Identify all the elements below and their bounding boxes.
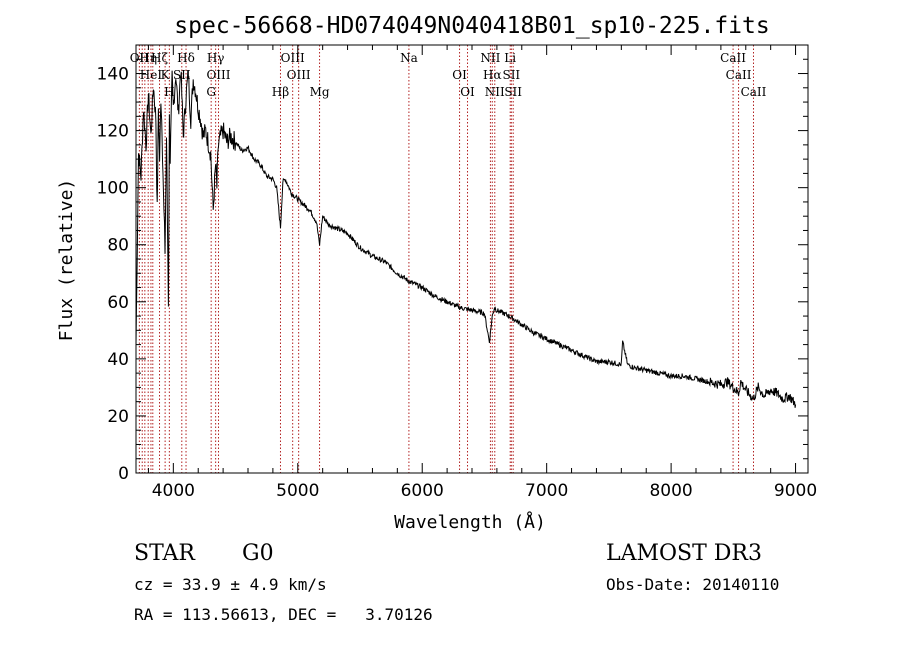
obs-date: Obs-Date: 20140110 bbox=[606, 575, 779, 594]
y-tick-label: 120 bbox=[97, 122, 129, 142]
emission-line-label: NII bbox=[485, 85, 505, 99]
emission-line-label: CaII bbox=[741, 85, 767, 99]
emission-line-label: HeI bbox=[140, 68, 163, 82]
emission-line-label: OIII bbox=[206, 68, 230, 82]
y-tick-label: 40 bbox=[107, 350, 129, 370]
subclass: G0 bbox=[242, 541, 274, 566]
x-tick-label: 4000 bbox=[152, 481, 195, 501]
emission-line-label: Hβ bbox=[272, 85, 289, 99]
emission-line-label: OI bbox=[460, 85, 475, 99]
y-tick-label: 140 bbox=[97, 65, 129, 85]
x-axis-ticks: 4000 5000 6000 7000 8000 9000 bbox=[147, 45, 817, 501]
emission-line-label: OIII bbox=[281, 51, 305, 65]
chart-title: spec-56668-HD074049N040418B01_sp10-225.f… bbox=[174, 13, 769, 39]
y-tick-label: 0 bbox=[118, 464, 129, 484]
x-tick-label: 6000 bbox=[401, 481, 444, 501]
emission-line-label: Hγ bbox=[207, 51, 225, 65]
y-axis-label: Flux (relative) bbox=[56, 179, 77, 342]
emission-line-label: SII bbox=[502, 68, 520, 82]
emission-line-markers bbox=[138, 45, 754, 473]
spectrum-line bbox=[135, 70, 797, 408]
emission-line-label: H bbox=[164, 85, 174, 99]
y-tick-label: 80 bbox=[107, 236, 129, 256]
emission-line-label: Hζ bbox=[151, 51, 168, 65]
emission-line-label: Na bbox=[400, 51, 418, 65]
emission-line-label: K bbox=[161, 68, 171, 82]
emission-line-label: CaII bbox=[720, 51, 746, 65]
emission-line-label: Hα bbox=[483, 68, 502, 82]
emission-line-label: OI bbox=[452, 68, 467, 82]
emission-line-label: SII bbox=[504, 85, 522, 99]
emission-line-label: G bbox=[206, 85, 216, 99]
y-axis-ticks: 0 20 40 60 80 100 120 140 bbox=[97, 58, 808, 484]
emission-line-label: SII bbox=[173, 68, 191, 82]
emission-line-label: OIII bbox=[287, 68, 311, 82]
plot-frame bbox=[135, 44, 809, 474]
y-tick-label: 20 bbox=[107, 407, 129, 427]
emission-line-label: Hδ bbox=[177, 51, 195, 65]
y-tick-label: 100 bbox=[97, 179, 129, 199]
emission-line-label: OII bbox=[130, 51, 150, 65]
coordinates: RA = 113.56613, DEC = 3.70126 bbox=[134, 605, 433, 624]
emission-line-label: Mg bbox=[310, 85, 330, 99]
x-tick-label: 8000 bbox=[649, 481, 692, 501]
x-axis-label: Wavelength (Å) bbox=[394, 511, 546, 533]
emission-line-label: CaII bbox=[726, 68, 752, 82]
emission-line-label: Li bbox=[504, 51, 516, 65]
emission-line-label: Hη bbox=[139, 51, 157, 65]
x-tick-label: 5000 bbox=[276, 481, 319, 501]
emission-line-label: NII bbox=[480, 51, 500, 65]
x-tick-label: 7000 bbox=[525, 481, 568, 501]
y-tick-label: 60 bbox=[107, 293, 129, 313]
x-tick-label: 9000 bbox=[774, 481, 817, 501]
object-class: STAR bbox=[134, 541, 196, 566]
redshift-readout: cz = 33.9 ± 4.9 km/s bbox=[134, 575, 327, 594]
survey-name: LAMOST DR3 bbox=[606, 541, 762, 566]
